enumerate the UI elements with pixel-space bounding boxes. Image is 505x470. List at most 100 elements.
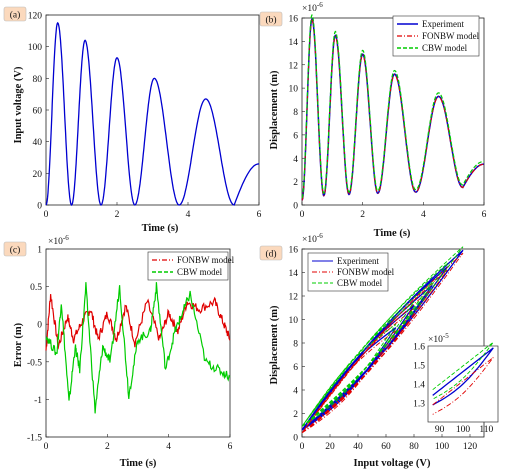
panel-b-ytick-label-1: 2 [293,178,298,188]
inset-xtick-label-0: 90 [435,425,445,435]
panel-d-ytick-label-0: 0 [293,434,298,444]
panel-d-legend: Experiment FONBW model CBW model [307,252,395,292]
inset-fonbw-loop [432,357,494,415]
panel-b-xtick-label-2: 4 [421,210,426,220]
legend-c-fonbw: FONBW model [177,255,235,265]
panel-d-xtick-label-4: 80 [409,442,419,452]
panel-c-error-chart: (c) 0 2 4 6 -1.5 -1 -0.5 0 0.5 1 ×10-6 FONBW mode… [3,234,235,469]
panel-a-ytick-label-2: 40 [33,138,43,148]
panel-b-ytick-label-7: 14 [289,38,299,48]
panel-c-label: (c) [10,245,21,256]
panel-d-xtick-label-0: 0 [300,442,305,452]
panel-a-ytick-label-5: 100 [28,43,43,53]
legend-b-fonbw: FONBW model [422,31,480,41]
panel-a-xlabel: Time (s) [142,223,179,234]
panel-b-displacement-chart: (b) 0 2 4 6 0 2 4 6 8 10 12 14 16 ×10-6 Experiment F… [259,1,487,239]
panel-b-legend: Experiment FONBW model CBW model [392,15,480,57]
panel-c-legend: FONBW model CBW model [147,251,235,281]
panel-a-ytick-label-1: 20 [33,170,43,180]
panel-d-ytick-label-8: 16 [289,246,299,256]
panel-a-ylabel: Input voltage (V) [13,66,24,144]
panel-b-ytick-label-2: 4 [293,155,298,165]
panel-b-ytick-label-8: 16 [289,15,299,25]
panel-b-xtick-label-3: 6 [482,210,487,220]
panel-a-badge: (a) [3,6,27,22]
panel-c-ytick-label-4: 0.5 [30,283,42,293]
panel-d-label: (d) [265,249,276,260]
inset-xtick-label-1: 100 [456,425,471,435]
panel-d-inset: 90 100 110 1.3 1.4 1.5 1.6 [413,341,499,435]
panel-c-ylabel: Error (m) [13,322,24,367]
panel-b-ytick-label-4: 8 [293,108,298,118]
panel-c-badge: (c) [3,241,27,257]
panel-d-inset-y-multiplier: ×10-5 [428,332,449,345]
panel-b-xtick-label-0: 0 [300,210,305,220]
panel-a-frame [45,14,260,206]
inset-ytick-label-1: 1.4 [413,381,425,391]
panel-b-ytick-label-3: 6 [293,131,298,141]
panel-d-y-multiplier: ×10-6 [302,232,323,245]
panel-d-ytick-label-2: 4 [293,387,298,397]
panel-c-y-multiplier: ×10-6 [48,234,69,247]
panel-c-ytick-label-0: -1.5 [27,434,42,444]
panel-c-cbw-line [45,282,231,414]
panel-a-xtick-label-0: 0 [44,210,49,220]
panel-d-xtick-label-6: 120 [463,442,478,452]
panel-b-xtick-label-1: 2 [360,210,365,220]
panel-b-ylabel: Displacement (m) [269,70,280,150]
panel-d-ytick-label-5: 10 [289,316,299,326]
legend-b-cbw: CBW model [422,43,468,53]
panel-d-ytick-label-7: 14 [289,269,299,279]
panel-c-fonbw-line [45,294,231,351]
panel-d-hysteresis-chart: (d) 0 20 40 60 80 100 120 0 2 4 6 8 10 12 14 16 ×10-6 E… [259,232,499,469]
panel-c-xtick-label-2: 4 [166,442,171,452]
panel-a-ytick-label-3: 60 [33,107,43,117]
panel-d-fonbw-loops [301,252,464,434]
panel-c-ytick-label-5: 1 [37,246,42,256]
panel-d-ytick-label-1: 2 [293,410,298,420]
inset-xtick-label-2: 110 [479,425,493,435]
inset-cbw-loop [432,341,494,400]
panel-c-xlabel: Time (s) [120,458,157,469]
inset-experiment-loop [432,347,494,406]
inset-ytick-label-0: 1.3 [413,400,425,410]
panel-d-xlabel: Input voltage (V) [353,458,431,469]
panel-d-ylabel: Displacement (m) [269,305,280,385]
panel-d-xtick-label-2: 40 [353,442,363,452]
panel-d-xtick-label-5: 100 [435,442,450,452]
panel-a-xtick-label-2: 4 [186,210,191,220]
panel-c-xtick-label-3: 6 [228,442,233,452]
panel-a-xtick-label-1: 2 [115,210,120,220]
panel-a-voltage-line [45,21,260,206]
panel-c-ytick-label-1: -1 [34,396,42,406]
panel-c-ytick-label-2: -0.5 [27,358,42,368]
panel-d-plot-area: 0 20 40 60 80 100 120 0 2 4 6 8 10 12 14 16 [289,246,485,452]
panel-a-xtick-label-3: 6 [257,210,262,220]
panel-b-label: (b) [265,15,276,26]
legend-d-cbw: CBW model [337,278,383,288]
panel-b-ytick-label-5: 10 [289,85,299,95]
panel-b-badge: (b) [259,11,283,27]
inset-ytick-label-3: 1.6 [413,343,425,353]
panel-d-xtick-label-3: 60 [381,442,391,452]
panel-d-ytick-label-6: 12 [289,293,299,303]
panel-c-ytick-label-3: 0 [37,321,42,331]
panel-a-ytick-label-4: 80 [33,75,43,85]
panel-a-ytick-label-6: 120 [28,12,43,22]
panel-d-cbw-loops [301,246,464,427]
panel-d-ytick-label-4: 8 [293,340,298,350]
legend-d-fonbw: FONBW model [337,267,395,277]
panel-a-label: (a) [10,10,21,21]
legend-b-experiment: Experiment [422,19,464,29]
panel-c-frame [45,248,231,438]
legend-d-experiment: Experiment [337,256,379,266]
inset-ytick-label-2: 1.5 [413,362,425,372]
panel-b-xlabel: Time (s) [374,228,411,239]
panel-d-xtick-label-1: 20 [325,442,335,452]
panel-d-ytick-label-3: 6 [293,363,298,373]
panel-c-plot-area: 0 2 4 6 -1.5 -1 -0.5 0 0.5 1 [27,246,233,453]
legend-c-cbw: CBW model [177,267,223,277]
